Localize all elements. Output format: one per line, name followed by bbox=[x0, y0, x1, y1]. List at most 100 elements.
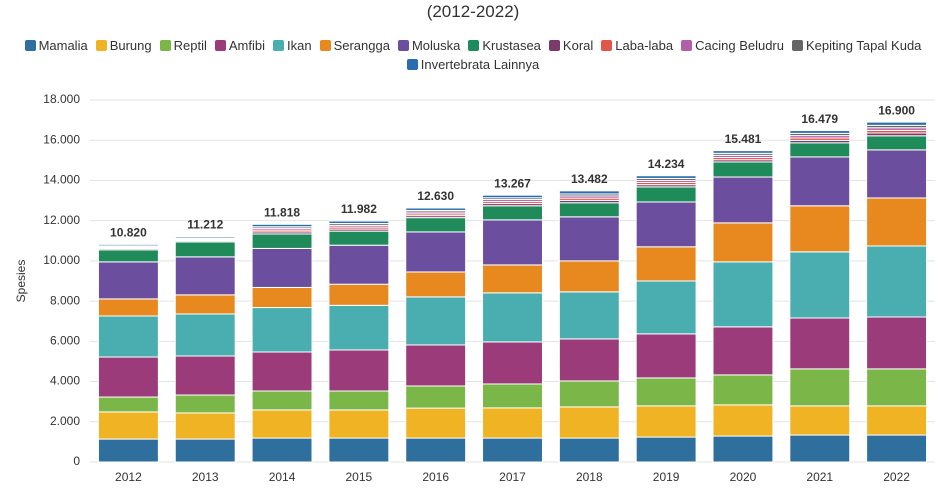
legend-label: Invertebrata Lainnya bbox=[420, 57, 540, 72]
bar-segment bbox=[789, 434, 851, 463]
legend-item[interactable]: Kepiting Tapal Kuda bbox=[792, 38, 921, 53]
bar-segment bbox=[558, 190, 620, 195]
bar-segment bbox=[97, 298, 159, 317]
bar-segment bbox=[97, 261, 159, 300]
bar-segment bbox=[97, 396, 159, 413]
bar-segment bbox=[866, 197, 928, 247]
bar-segment bbox=[174, 294, 236, 315]
legend: Mamalia Burung Reptil Amfibi Ikan Serangga Mol… bbox=[20, 38, 926, 72]
total-label: 14.234 bbox=[648, 157, 685, 171]
bar-segment bbox=[712, 374, 774, 406]
bar-segment bbox=[635, 186, 697, 203]
x-tick-label: 2012 bbox=[115, 470, 142, 484]
bar-segment bbox=[251, 233, 313, 249]
legend-swatch bbox=[792, 40, 803, 51]
bar-segment bbox=[558, 437, 620, 463]
legend-item[interactable]: Ikan bbox=[272, 38, 312, 53]
legend-item[interactable]: Moluska bbox=[397, 38, 461, 53]
bar-segment bbox=[866, 121, 928, 126]
bar-segment bbox=[635, 280, 697, 335]
bar-segment bbox=[97, 438, 159, 463]
y-tick-label: 18.000 bbox=[43, 92, 80, 106]
legend-item[interactable]: Laba-laba bbox=[601, 38, 673, 53]
total-label: 16.479 bbox=[801, 112, 838, 126]
legend-swatch bbox=[681, 40, 693, 51]
legend-item[interactable]: Burung bbox=[95, 38, 152, 53]
legend-label: Ikan bbox=[286, 38, 312, 53]
bar-segment bbox=[328, 390, 390, 411]
legend-label: Burung bbox=[109, 38, 152, 53]
bar-segment bbox=[558, 216, 620, 262]
y-tick-label: 14.000 bbox=[43, 173, 80, 187]
total-label: 13.482 bbox=[571, 172, 608, 186]
bar-segment bbox=[97, 243, 159, 247]
legend-item[interactable]: Koral bbox=[548, 38, 593, 53]
legend-swatch bbox=[95, 40, 107, 51]
bar-segment bbox=[405, 207, 467, 211]
bar-segment bbox=[405, 385, 467, 409]
bar-segment bbox=[328, 437, 390, 463]
bar-segment bbox=[405, 437, 467, 463]
bar-segment bbox=[712, 150, 774, 154]
x-tick-label: 2014 bbox=[269, 470, 296, 484]
bar-segment bbox=[635, 405, 697, 438]
bar-segment bbox=[635, 201, 697, 248]
bar-segment bbox=[866, 434, 928, 463]
legend-swatch bbox=[272, 40, 284, 51]
bar-segment bbox=[174, 236, 236, 239]
total-label: 11.212 bbox=[187, 218, 223, 232]
bar-segment bbox=[635, 333, 697, 379]
x-tick-label: 2022 bbox=[883, 470, 910, 484]
bar-segment bbox=[251, 286, 313, 309]
legend-label: Serangga bbox=[333, 38, 390, 53]
bar-segment bbox=[712, 161, 774, 178]
legend-item[interactable]: Serangga bbox=[319, 38, 390, 53]
bar-segment bbox=[97, 411, 159, 440]
bar-segment bbox=[328, 220, 390, 224]
bar-segment bbox=[405, 407, 467, 439]
legend-item[interactable]: Cacing Beludru bbox=[681, 38, 784, 53]
bar-segment bbox=[789, 317, 851, 370]
x-tick-label: 2013 bbox=[192, 470, 219, 484]
x-tick-label: 2017 bbox=[499, 470, 526, 484]
bar-segment bbox=[866, 405, 928, 436]
legend-label: Krustasea bbox=[482, 38, 541, 53]
total-label: 11.818 bbox=[264, 205, 300, 219]
legend-item[interactable]: Reptil bbox=[159, 38, 207, 53]
bar-segment bbox=[97, 249, 159, 263]
total-label: 15.481 bbox=[725, 132, 762, 146]
legend-label: Cacing Beludru bbox=[695, 38, 784, 53]
x-tick-label: 2019 bbox=[653, 470, 680, 484]
legend-swatch bbox=[397, 40, 409, 51]
bar-segment bbox=[482, 383, 543, 409]
bar-segment bbox=[174, 394, 236, 414]
bar-segment bbox=[328, 230, 390, 246]
bar-segment bbox=[174, 438, 236, 463]
legend-swatch bbox=[319, 40, 331, 51]
bar-segment bbox=[482, 264, 543, 294]
bar-segment bbox=[405, 271, 467, 298]
legend-item[interactable]: Amfibi bbox=[214, 38, 265, 53]
bar-segment bbox=[405, 296, 467, 346]
legend-swatch bbox=[214, 40, 226, 51]
bar-segment bbox=[174, 256, 236, 296]
bar-segment bbox=[558, 260, 620, 293]
bar-segment bbox=[712, 176, 774, 224]
y-tick-label: 12.000 bbox=[43, 213, 80, 227]
legend-label: Moluska bbox=[411, 38, 461, 53]
bar-segment bbox=[712, 222, 774, 263]
bar-segment bbox=[251, 437, 313, 463]
legend-swatch bbox=[159, 40, 171, 51]
x-tick-label: 2020 bbox=[730, 470, 757, 484]
bar-segment bbox=[482, 341, 543, 385]
legend-label: Mamalia bbox=[38, 38, 88, 53]
bar-segment bbox=[866, 316, 928, 370]
bar-segment bbox=[251, 307, 313, 353]
legend-swatch bbox=[24, 40, 36, 51]
legend-item[interactable]: Invertebrata Lainnya bbox=[406, 57, 540, 72]
bar-segment bbox=[712, 404, 774, 437]
bar-segment bbox=[866, 245, 928, 318]
legend-item[interactable]: Mamalia bbox=[24, 38, 88, 53]
legend-item[interactable]: Krustasea bbox=[468, 38, 541, 53]
